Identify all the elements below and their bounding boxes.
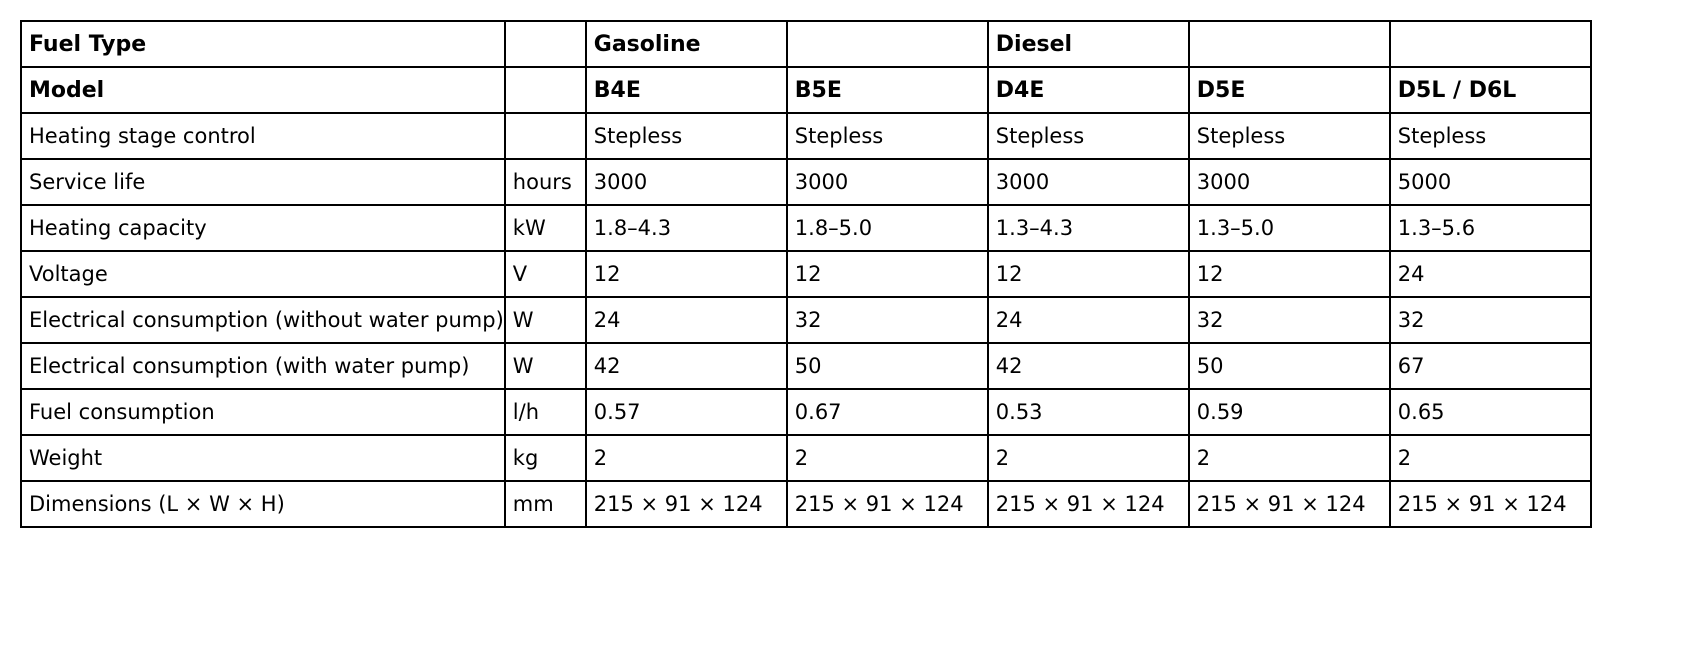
unit-cell: kg	[503, 434, 587, 482]
unit-cell: hours	[503, 158, 587, 206]
header-row: Model B4E B5E D4E D5E D5L / D6L	[20, 66, 1592, 114]
value-cell: 3000	[1187, 158, 1391, 206]
unit-cell	[503, 66, 587, 114]
value-cell: 12	[584, 250, 788, 298]
unit-cell	[503, 112, 587, 160]
value-cell: 12	[785, 250, 989, 298]
value-cell: 24	[584, 296, 788, 344]
value-cell: 12	[986, 250, 1190, 298]
value-cell: 215 × 91 × 124	[986, 480, 1190, 528]
value-cell: D5L / D6L	[1388, 66, 1592, 114]
row-label: Model	[20, 66, 506, 114]
value-cell: 42	[584, 342, 788, 390]
value-cell: 5000	[1388, 158, 1592, 206]
value-cell: D5E	[1187, 66, 1391, 114]
value-cell: Stepless	[1388, 112, 1592, 160]
table-row: Heating stage control Stepless Stepless Ste…	[20, 112, 1592, 160]
value-cell: 12	[1187, 250, 1391, 298]
value-cell: B4E	[584, 66, 788, 114]
row-label: Electrical consumption (with water pump)	[20, 342, 506, 390]
table-row: Weight kg 2 2 2 2 2	[20, 434, 1592, 482]
value-cell: 2	[1187, 434, 1391, 482]
value-cell: B5E	[785, 66, 989, 114]
table-row: Dimensions (L × W × H) mm 215 × 91 × 124 21…	[20, 480, 1592, 528]
unit-cell: W	[503, 342, 587, 390]
row-label: Voltage	[20, 250, 506, 298]
unit-cell: mm	[503, 480, 587, 528]
value-cell: Diesel	[986, 20, 1190, 68]
unit-cell: V	[503, 250, 587, 298]
value-cell: 1.3–4.3	[986, 204, 1190, 252]
value-cell	[1388, 20, 1592, 68]
value-cell: 32	[785, 296, 989, 344]
value-cell: Stepless	[986, 112, 1190, 160]
value-cell: 215 × 91 × 124	[1187, 480, 1391, 528]
unit-cell: W	[503, 296, 587, 344]
value-cell: 67	[1388, 342, 1592, 390]
value-cell: 2	[1388, 434, 1592, 482]
value-cell: Stepless	[785, 112, 989, 160]
value-cell	[1187, 20, 1391, 68]
table-row: Service life hours 3000 3000 3000 3000 5000	[20, 158, 1592, 206]
value-cell: Gasoline	[584, 20, 788, 68]
table-row: Electrical consumption (without water pu…	[20, 296, 1592, 344]
value-cell: 215 × 91 × 124	[785, 480, 989, 528]
unit-cell: kW	[503, 204, 587, 252]
value-cell: 3000	[986, 158, 1190, 206]
value-cell: D4E	[986, 66, 1190, 114]
row-label: Heating capacity	[20, 204, 506, 252]
value-cell: 24	[986, 296, 1190, 344]
value-cell: 3000	[584, 158, 788, 206]
value-cell: 32	[1388, 296, 1592, 344]
value-cell: 215 × 91 × 124	[584, 480, 788, 528]
value-cell: 24	[1388, 250, 1592, 298]
value-cell: 3000	[785, 158, 989, 206]
value-cell: 32	[1187, 296, 1391, 344]
value-cell: 1.8–4.3	[584, 204, 788, 252]
value-cell: 0.65	[1388, 388, 1592, 436]
table-row: Heating capacity kW 1.8–4.3 1.8–5.0 1.3–4.3 1…	[20, 204, 1592, 252]
row-label: Dimensions (L × W × H)	[20, 480, 506, 528]
value-cell: 1.8–5.0	[785, 204, 989, 252]
value-cell: 0.67	[785, 388, 989, 436]
value-cell: 42	[986, 342, 1190, 390]
header-row: Fuel Type Gasoline Diesel	[20, 20, 1592, 68]
unit-cell: l/h	[503, 388, 587, 436]
value-cell: 215 × 91 × 124	[1388, 480, 1592, 528]
value-cell: 1.3–5.6	[1388, 204, 1592, 252]
table-row: Voltage V 12 12 12 12 24	[20, 250, 1592, 298]
specs-table: Fuel Type Gasoline Diesel Model B4E B5E D4E D5E…	[20, 20, 1592, 528]
value-cell: 1.3–5.0	[1187, 204, 1391, 252]
value-cell: Stepless	[1187, 112, 1391, 160]
row-label: Fuel Type	[20, 20, 506, 68]
value-cell: 2	[785, 434, 989, 482]
value-cell: 0.53	[986, 388, 1190, 436]
row-label: Service life	[20, 158, 506, 206]
table-row: Electrical consumption (with water pump)…	[20, 342, 1592, 390]
table-row: Fuel consumption l/h 0.57 0.67 0.53 0.59 0.65	[20, 388, 1592, 436]
value-cell: 0.57	[584, 388, 788, 436]
row-label: Fuel consumption	[20, 388, 506, 436]
row-label: Weight	[20, 434, 506, 482]
row-label: Heating stage control	[20, 112, 506, 160]
row-label: Electrical consumption (without water pu…	[20, 296, 506, 344]
unit-cell	[503, 20, 587, 68]
value-cell: 50	[1187, 342, 1391, 390]
value-cell: 0.59	[1187, 388, 1391, 436]
value-cell: 2	[584, 434, 788, 482]
value-cell: 50	[785, 342, 989, 390]
value-cell: Stepless	[584, 112, 788, 160]
value-cell	[785, 20, 989, 68]
value-cell: 2	[986, 434, 1190, 482]
